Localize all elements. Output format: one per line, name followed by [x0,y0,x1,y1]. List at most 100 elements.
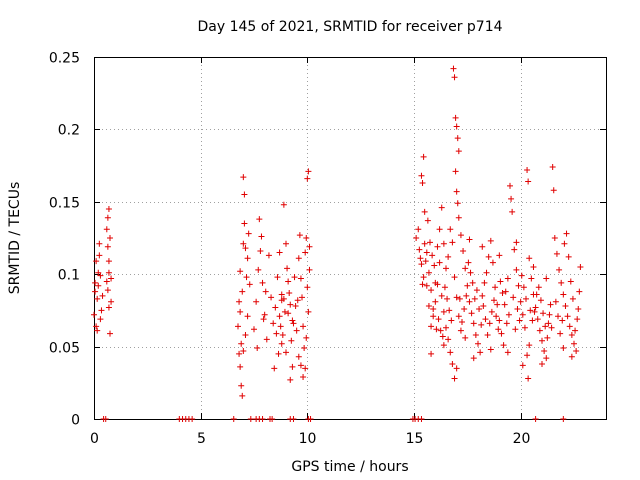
data-point [501,301,508,308]
data-point [433,326,440,333]
data-point [453,294,460,301]
data-point [453,123,460,130]
data-point [468,310,475,317]
data-point [453,188,460,195]
data-point [535,284,542,291]
data-point [526,342,533,349]
data-point [575,305,582,312]
data-point [429,252,436,259]
data-point [440,240,447,247]
data-point [91,311,97,318]
data-point [276,249,283,256]
data-point [92,279,99,286]
data-point [297,275,304,282]
data-point [480,303,487,310]
data-point [503,320,510,327]
data-point [230,416,237,422]
data-point [425,269,432,276]
data-point [305,308,312,315]
data-point [529,317,536,324]
data-point [477,349,484,356]
data-point [236,298,243,305]
data-point [93,258,100,265]
data-point [568,332,575,339]
data-point [466,236,473,243]
data-point [421,208,428,215]
data-point [557,330,564,337]
data-point [302,365,309,372]
data-point [488,308,495,315]
data-point [479,243,486,250]
data-point [464,282,471,289]
data-point [494,301,501,308]
data-point [104,287,111,294]
data-point [524,352,531,359]
data-point [105,304,112,311]
data-point [512,326,519,333]
data-point [502,288,509,295]
data-point [530,263,537,270]
data-point [571,340,577,347]
data-point [543,275,550,282]
data-point [525,178,532,185]
data-point [425,303,432,310]
data-point [439,333,446,340]
data-point [469,279,476,286]
data-point [236,350,243,357]
data-point [485,253,492,260]
data-point [438,292,445,299]
data-point [436,259,443,266]
data-point [271,365,278,372]
data-point [449,360,456,367]
data-point [482,316,489,323]
data-point [418,172,425,179]
data-point [261,311,268,318]
data-point [505,311,512,318]
data-point [94,327,101,334]
data-point [413,235,420,241]
data-point [447,226,454,233]
data-point [545,320,552,327]
data-point [105,269,112,276]
data-point [286,290,293,297]
data-point [97,272,104,279]
data-point [98,307,105,314]
data-point [440,342,447,349]
data-point [269,416,276,422]
data-point [470,355,477,362]
data-point [481,279,488,286]
data-point [516,317,523,324]
data-point [537,297,544,304]
data-point [293,327,300,334]
data-point [452,168,459,175]
data-point [475,340,481,347]
data-point [539,337,545,344]
data-point [283,240,289,247]
data-point [484,332,491,339]
data-point [496,317,503,324]
data-point [511,246,518,253]
data-point [424,217,431,224]
data-point [235,323,241,330]
data-point [493,313,500,320]
data-point [532,416,539,422]
data-point [240,347,247,354]
x-tick-label: 5 [197,431,206,447]
data-point [240,174,247,181]
data-point [434,281,441,288]
data-point [495,326,502,333]
data-point [541,347,548,354]
data-point [564,313,571,320]
data-point [574,316,581,323]
data-point [107,330,113,337]
data-point [307,416,314,422]
data-point [504,349,511,356]
data-point [553,250,560,257]
data-point [465,259,472,266]
data-point [532,304,539,311]
data-point [254,345,261,352]
data-point [548,324,555,331]
data-point [306,243,313,250]
data-point [427,239,433,246]
data-point [438,204,445,211]
